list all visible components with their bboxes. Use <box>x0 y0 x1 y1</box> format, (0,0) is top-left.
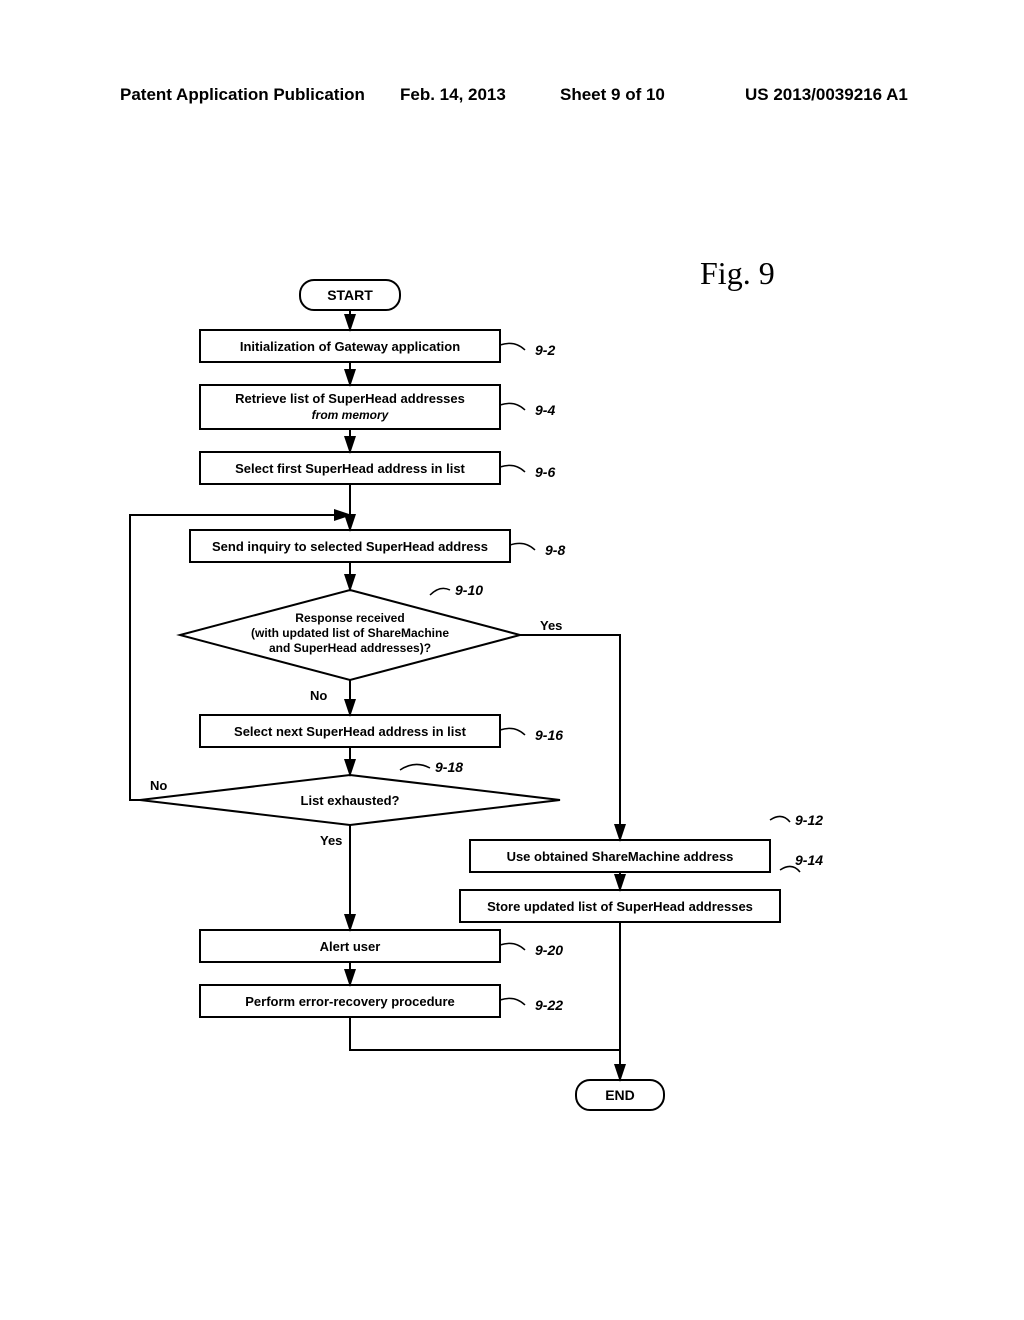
t9-12: Use obtained ShareMachine address <box>507 849 734 864</box>
node-9-6: Select first SuperHead address in list <box>200 452 500 484</box>
t9-20: Alert user <box>320 939 381 954</box>
t9-8: Send inquiry to selected SuperHead addre… <box>212 539 488 554</box>
node-start: START <box>300 280 400 310</box>
label-tie <box>510 543 535 550</box>
t9-16: Select next SuperHead address in list <box>234 724 467 739</box>
t9-10c: and SuperHead addresses)? <box>269 641 431 655</box>
label-tie <box>500 343 525 350</box>
lbl-9-6: 9-6 <box>535 464 555 480</box>
no-9-18: No <box>150 778 167 793</box>
lbl-9-20: 9-20 <box>535 942 563 958</box>
node-9-4: Retrieve list of SuperHead addresses fro… <box>200 385 500 429</box>
end-text: END <box>605 1087 635 1103</box>
no-9-10: No <box>310 688 327 703</box>
t9-10b: (with updated list of ShareMachine <box>251 626 449 640</box>
label-tie <box>500 403 525 410</box>
start-text: START <box>327 287 373 303</box>
node-end: END <box>576 1080 664 1110</box>
node-9-22: Perform error-recovery procedure <box>200 985 500 1017</box>
t9-14: Store updated list of SuperHead addresse… <box>487 899 753 914</box>
page: Patent Application Publication Feb. 14, … <box>0 0 1024 1320</box>
node-9-16: Select next SuperHead address in list <box>200 715 500 747</box>
node-9-10: Response received (with updated list of … <box>180 590 520 680</box>
node-9-12: Use obtained ShareMachine address <box>470 840 770 872</box>
node-9-20: Alert user <box>200 930 500 962</box>
t9-4a: Retrieve list of SuperHead addresses <box>235 391 465 406</box>
label-tie <box>770 816 790 822</box>
lbl-9-22: 9-22 <box>535 997 563 1013</box>
t9-2: Initialization of Gateway application <box>240 339 460 354</box>
node-9-18: List exhausted? <box>140 775 560 825</box>
t9-22: Perform error-recovery procedure <box>245 994 455 1009</box>
t9-18: List exhausted? <box>301 793 400 808</box>
label-tie <box>500 943 525 950</box>
lbl-9-18: 9-18 <box>435 759 463 775</box>
edge-loop <box>130 515 350 800</box>
t9-4b: from memory <box>312 408 390 422</box>
label-tie <box>500 465 525 472</box>
t9-10a: Response received <box>295 611 404 625</box>
label-tie <box>430 588 450 595</box>
label-tie <box>400 764 430 770</box>
label-tie <box>500 998 525 1005</box>
lbl-9-10: 9-10 <box>455 582 483 598</box>
lbl-9-12: 9-12 <box>795 812 823 828</box>
node-9-2: Initialization of Gateway application <box>200 330 500 362</box>
lbl-9-16: 9-16 <box>535 727 563 743</box>
lbl-9-14: 9-14 <box>795 852 823 868</box>
node-9-8: Send inquiry to selected SuperHead addre… <box>190 530 510 562</box>
flowchart: START Initialization of Gateway applicat… <box>0 0 1024 1320</box>
yes-9-18: Yes <box>320 833 342 848</box>
lbl-9-4: 9-4 <box>535 402 555 418</box>
label-tie <box>500 728 525 735</box>
node-9-14: Store updated list of SuperHead addresse… <box>460 890 780 922</box>
edge <box>350 1017 620 1050</box>
yes-9-10: Yes <box>540 618 562 633</box>
t9-6: Select first SuperHead address in list <box>235 461 465 476</box>
lbl-9-8: 9-8 <box>545 542 565 558</box>
lbl-9-2: 9-2 <box>535 342 555 358</box>
